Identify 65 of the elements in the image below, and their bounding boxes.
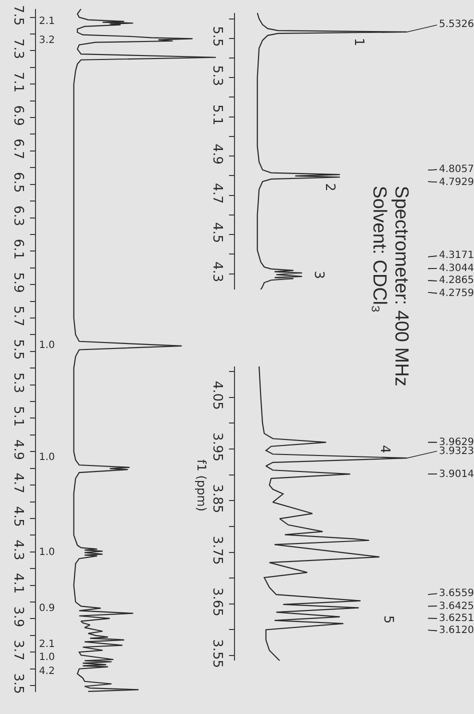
y-tick-label: 5.5: [209, 26, 224, 47]
y-tick-label: 6.7: [10, 138, 26, 160]
annotation: 3: [310, 270, 326, 280]
y-tick-label: 6.5: [10, 172, 26, 193]
annotation: Spectrometer: 400 MHz: [390, 186, 412, 386]
y-tick-label: 3.75: [209, 536, 224, 565]
y-tick-label: 5.7: [10, 306, 26, 326]
annotation: Solvent: CDCl₃: [368, 186, 390, 313]
annotation: 1: [350, 38, 366, 46]
annotation: 1.0: [39, 452, 55, 463]
y-tick-label: 6.9: [10, 105, 26, 126]
y-tick-label: 7.3: [10, 38, 26, 60]
y-tick-label: 4.1: [10, 573, 26, 594]
y-tick-label: 5.1: [10, 406, 26, 427]
annotation: 4.3044: [439, 263, 474, 274]
annotation: 3.9323: [439, 446, 474, 457]
annotation: 3.6559: [439, 588, 474, 599]
annotation: 3.9629: [439, 437, 474, 448]
y-tick-label: 7.1: [10, 72, 26, 92]
y-tick-label: 4.5: [209, 222, 224, 243]
y-tick-label: 4.9: [209, 144, 224, 164]
y-tick-label: 3.5: [10, 673, 26, 694]
y-tick-label: 6.1: [10, 238, 26, 260]
y-tick-label: 4.7: [10, 472, 26, 494]
annotation: 3.2: [39, 35, 55, 46]
annotation: 1.0: [39, 652, 55, 663]
annotation: 4: [377, 445, 392, 454]
annotation: 4.3171: [439, 250, 474, 261]
annotation: 4.2865: [439, 275, 474, 286]
annotation: 4.2: [39, 666, 55, 677]
y-tick-label: 3.95: [209, 432, 224, 462]
annotation: 0.9: [39, 603, 55, 614]
annotation: 1.0: [39, 547, 55, 558]
y-tick-label: 3.85: [209, 484, 224, 514]
y-tick-label: 6.3: [10, 205, 26, 226]
y-tick-label: 5.3: [10, 372, 26, 394]
y-tick-label: 5.5: [10, 339, 26, 360]
y-tick-label: 4.3: [209, 262, 224, 282]
annotation: 1.0: [39, 340, 55, 351]
annotation: 2: [322, 183, 338, 192]
annotation: 3.9014: [439, 469, 474, 480]
y-tick-label: 4.5: [10, 506, 26, 527]
annotation: 4.7929: [439, 177, 474, 188]
y-axis-title: f1 (ppm): [194, 460, 209, 512]
y-tick-label: 7.5: [10, 4, 26, 26]
y-tick-label: 4.7: [209, 183, 224, 204]
annotation: 5: [380, 615, 396, 624]
annotation: 4.2759: [439, 288, 474, 299]
y-tick-label: 3.7: [10, 640, 26, 661]
y-tick-label: 3.55: [209, 639, 224, 668]
annotation: 4.8057: [439, 164, 474, 175]
y-tick-label: 5.3: [209, 65, 224, 86]
annotation: 2.1: [39, 16, 55, 27]
y-tick-label: 4.9: [10, 439, 26, 460]
annotation: 3.6425: [439, 601, 474, 612]
annotation: 3.6251: [439, 613, 474, 624]
y-tick-label: 3.65: [209, 587, 224, 616]
y-tick-label: 5.9: [10, 272, 26, 293]
y-tick-label: 3.9: [10, 606, 26, 628]
y-tick-label: 4.3: [10, 540, 26, 560]
annotation: 5.5326: [439, 19, 474, 30]
annotation: 2.1: [39, 639, 55, 650]
annotation: 3.6120: [439, 625, 474, 636]
y-tick-label: 4.05: [209, 380, 224, 410]
y-tick-label: 5.1: [209, 104, 224, 126]
